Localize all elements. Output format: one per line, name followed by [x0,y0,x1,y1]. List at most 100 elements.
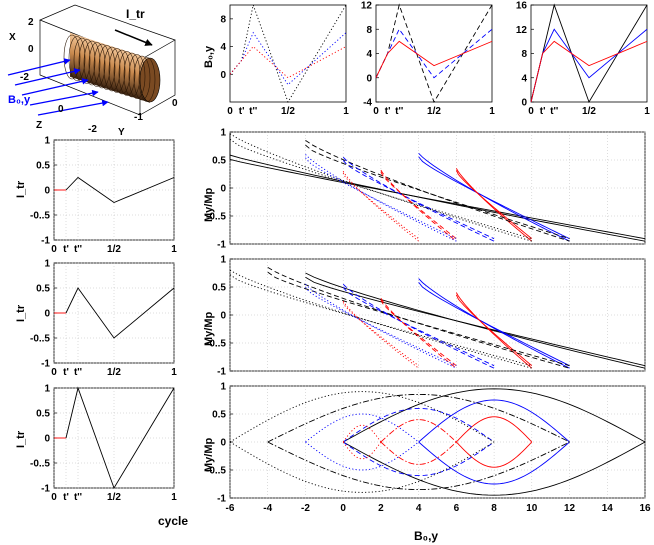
x-tick-label: -4 [263,503,272,514]
x-tick-label: 0 [528,106,534,117]
loop-branch [305,276,646,367]
y-tick-label: 1 [44,259,50,270]
plot-frame [229,4,347,103]
x-tick-neg2: -2 [20,72,29,83]
y-tick-label: -1 [217,494,226,505]
field-arrows [7,58,109,116]
x-tick-0: 0 [28,44,34,55]
loop-branch [455,168,533,242]
y-tick-label: -0..5 [30,459,50,470]
axis-x-label: X [9,32,16,43]
b0y-panel-1: 0 4 8 0 t' t'' 1/2 1 [220,3,349,117]
itr-ylabel-2: I_tr [15,304,27,322]
x-tick-label: 1/2 [107,244,121,255]
loop-branch [455,294,533,367]
y-tick-label: 8 [220,14,226,25]
loop-branch [380,441,457,465]
tube-ring [138,57,156,102]
loop-branch [229,274,532,367]
x-tick-label: t'' [249,106,257,117]
loop-branch [418,278,570,369]
x-tick-label: 1 [644,106,650,117]
x-tick-label: 14 [602,503,614,514]
y-tick-label: 0 [521,98,527,109]
x-tick-label: t'' [550,106,558,117]
x-tick-label: 0 [51,492,57,503]
geometry-inset: I_tr B₀,y X Y Z 2 0 -2 0 -2 -1 0 [7,4,178,138]
mymp-ylabel-3: My/Mp [203,438,215,473]
y-tick-label: -1 [41,236,50,247]
x-tick-label: 4 [416,503,422,514]
tube-ring [103,46,121,92]
loop-branch [418,281,570,367]
series-line [229,31,347,86]
b0y-panel-3: 0 4 8 12 16 0 t' t'' 1/2 1 [516,1,650,118]
x-tick-label: 16 [639,503,651,514]
loop-branch [456,441,533,468]
y-tick-label: 0 [44,309,50,320]
y-tick-label: 8 [521,49,527,60]
y-tick-label: 0.5 [36,409,50,420]
y-tick-label: 12 [361,1,373,12]
y-tick-label: 1 [220,128,226,139]
loop-branch [342,302,419,367]
x-tick-label: 12 [564,503,576,514]
mymp-panel-3: -1 -0..5 0 0.5 1 -6 -4 -2 0 2 4 6 8 10 12 14 16 [206,382,651,515]
y-tick-label: 0.5 [212,410,226,421]
x-tick-label: 1/2 [582,106,596,117]
y-tick-label: 4 [366,49,372,60]
loop-branch [342,283,495,369]
x-tick-label: t'' [74,492,82,503]
y-tick-label: 0 [220,311,226,322]
y-tick-label: -1 [217,240,226,251]
loop-branch [267,271,570,367]
x-tick-label: 10 [526,503,538,514]
y-tick-label: 0.5 [212,156,226,167]
loop-branch [229,269,532,369]
current-arrow [114,29,153,46]
itr-ylabel-1: I_tr [15,180,27,198]
series-line [530,40,648,103]
x-tick-label: 1/2 [427,106,441,117]
loop-branch [305,157,457,240]
x-tick-label: -2 [301,503,310,514]
y-tick-neg2: -2 [88,124,97,135]
loop-branch [455,292,533,369]
axis-z-label: Z [36,120,42,131]
x-tick-label: 1/2 [107,367,121,378]
tube-ring [93,43,111,89]
x-tick-label: t' [239,106,245,117]
loop-branch [418,441,570,485]
y-tick-label: 0 [220,438,226,449]
y-tick-label: -1 [41,359,50,370]
tube-ring [88,42,106,87]
x-tick-label: 0 [51,367,57,378]
x-tick-label: 1 [343,106,349,117]
y-tick-label: -0..5 [30,211,50,222]
series-line [65,176,175,204]
field-label: B₀,y [8,94,31,106]
y-tick-label: 0 [44,434,50,445]
loop-branch [342,388,646,443]
x-tick-label: t' [385,106,391,117]
tube-ring [63,34,81,80]
loop-branch [380,297,457,369]
tube-ring [108,48,126,93]
x-tick-label: t' [63,492,69,503]
current-arrow-label: I_tr [126,7,145,21]
x-tick-label: t' [540,106,546,117]
y-tick-label: -4 [363,98,372,109]
loop-branch [418,156,570,240]
tube-ring [128,54,146,99]
x-tick-label: 1/2 [281,106,295,117]
series-line [65,287,175,339]
loop-branch [229,391,495,443]
x-tick-2: 2 [28,17,34,28]
loop-branch [342,424,382,443]
loop-branch [305,154,457,242]
y-tick-0: 0 [172,98,178,109]
loop-branch [305,286,457,367]
tube-ring [83,40,101,86]
x-tick-label: 1 [489,106,495,117]
y-tick-label: 16 [516,1,528,12]
